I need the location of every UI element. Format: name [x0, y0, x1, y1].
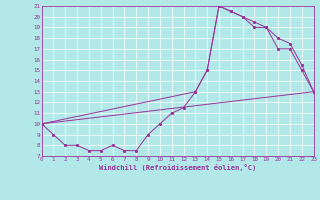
X-axis label: Windchill (Refroidissement éolien,°C): Windchill (Refroidissement éolien,°C): [99, 164, 256, 171]
